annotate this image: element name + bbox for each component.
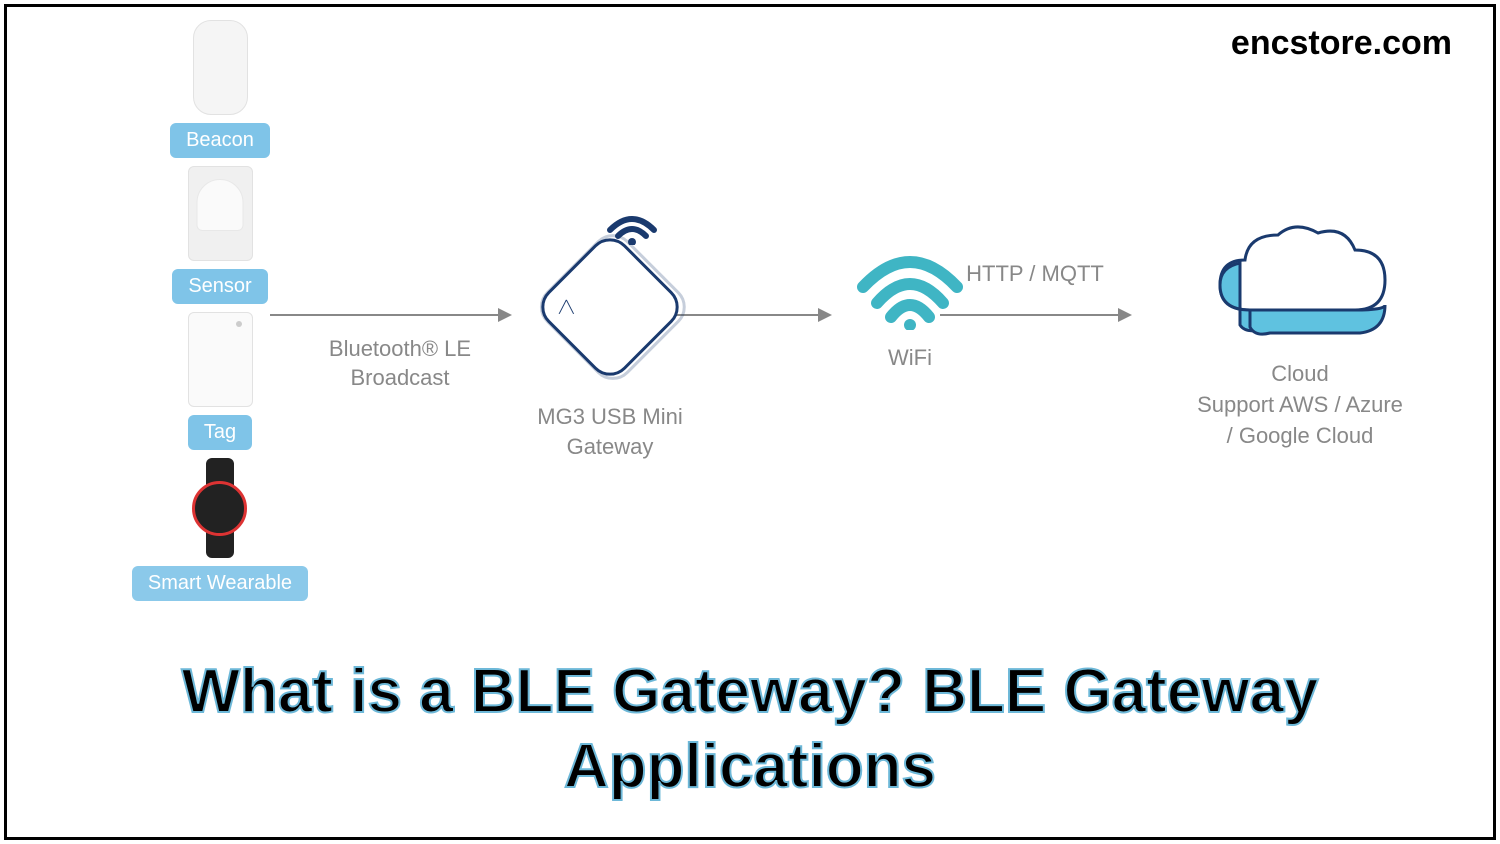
device-tag: Tag: [188, 312, 253, 450]
device-sensor: Sensor: [172, 166, 267, 304]
sensor-icon: [188, 166, 253, 261]
smartwatch-icon: [192, 458, 247, 558]
device-beacon: Beacon: [170, 20, 270, 158]
page-title: What is a BLE Gateway? BLE Gateway Appli…: [0, 655, 1500, 804]
edge-label-ble: Bluetooth® LE Broadcast: [300, 335, 500, 392]
gateway-label: MG3 USB Mini Gateway: [520, 402, 700, 461]
device-wearable: Smart Wearable: [132, 458, 308, 601]
wearable-label: Smart Wearable: [132, 566, 308, 601]
arrow-ble: [270, 314, 500, 316]
tag-icon: [188, 312, 253, 407]
diagram-area: Beacon Sensor Tag Smart Wearable Bluetoo…: [110, 20, 1390, 590]
cloud-node: Cloud Support AWS / Azure / Google Cloud: [1170, 215, 1430, 451]
gateway-device-icon: ╱╲: [532, 229, 688, 385]
sensor-label: Sensor: [172, 269, 267, 304]
wifi-icon: [855, 245, 965, 330]
cloud-icon: [1200, 215, 1400, 345]
gateway-node: ╱╲ MG3 USB Mini Gateway: [520, 200, 700, 461]
arrow-ble-head: [498, 308, 512, 322]
arrow-wifi-cloud-head: [1118, 308, 1132, 322]
cloud-label: Cloud Support AWS / Azure / Google Cloud: [1170, 359, 1430, 451]
beacon-label: Beacon: [170, 123, 270, 158]
wifi-node: WiFi: [830, 245, 990, 371]
beacon-icon: [193, 20, 248, 115]
tag-label: Tag: [188, 415, 252, 450]
wifi-label: WiFi: [830, 345, 990, 371]
